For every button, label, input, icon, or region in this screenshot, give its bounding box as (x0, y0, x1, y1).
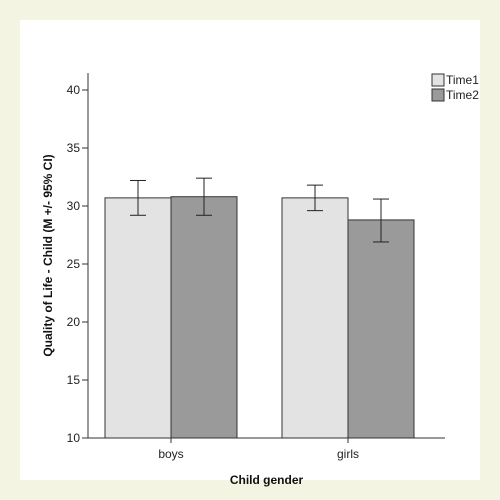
y-tick-label: 20 (67, 315, 81, 329)
bar-time1-girls (281, 197, 349, 439)
legend-swatch-time2 (431, 88, 445, 102)
legend-label-time2: Time2 (446, 88, 479, 102)
y-ticks-layer: 10 15 20 25 30 35 40 (67, 83, 88, 445)
y-tick-label: 35 (67, 141, 81, 155)
legend: Time1 Time2 (431, 73, 479, 102)
bar-time1-boys (104, 197, 172, 439)
error-bars-layer (130, 177, 389, 243)
axes-layer (87, 73, 445, 439)
y-tick-label: 25 (67, 257, 81, 271)
x-tick-label-boys: boys (158, 447, 183, 461)
y-axis-title: Quality of Life - Child (M +/- 95% CI) (41, 154, 55, 356)
bar-time2-girls (347, 219, 415, 439)
x-ticks-layer: boys girls (158, 438, 359, 461)
y-tick-label: 30 (67, 199, 81, 213)
x-tick-label-girls: girls (337, 447, 359, 461)
bar-time2-boys (170, 196, 238, 439)
legend-swatch-time1 (431, 73, 445, 87)
y-tick-label: 40 (67, 83, 81, 97)
bars-layer (104, 196, 415, 439)
x-axis-title: Child gender (230, 473, 304, 487)
y-tick-label: 10 (67, 431, 81, 445)
y-tick-label: 15 (67, 373, 81, 387)
legend-label-time1: Time1 (446, 73, 479, 87)
